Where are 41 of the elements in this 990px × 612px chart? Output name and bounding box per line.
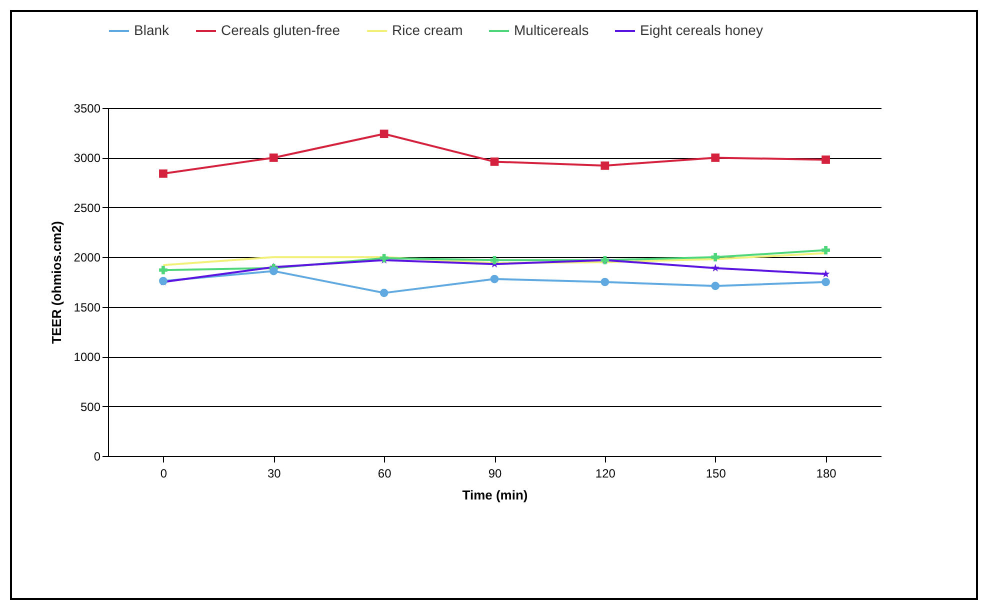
point <box>711 282 720 290</box>
y-axis-title: TEER (ohmios.cm2) <box>48 221 64 344</box>
legend-label: Blank <box>134 22 170 38</box>
legend-label: Multicereals <box>514 22 589 38</box>
point <box>490 256 499 264</box>
point <box>380 288 388 298</box>
point <box>600 278 610 286</box>
y-tick-label: 2000 <box>74 250 101 265</box>
point <box>822 246 830 254</box>
y-tick-label: 3500 <box>74 102 101 116</box>
x-tick-label: 180 <box>816 466 837 480</box>
x-tick-label: 0 <box>160 466 168 480</box>
x-tick-label: 120 <box>595 466 616 480</box>
legend-label: Eight cereals honey <box>640 22 763 38</box>
x-tick-label: 90 <box>488 466 502 480</box>
point <box>822 278 830 286</box>
x-tick-label: 60 <box>378 466 392 480</box>
x-tick-label: 30 <box>267 466 282 480</box>
x-axis-title: Time (min) <box>462 488 528 502</box>
point <box>711 154 720 162</box>
point <box>711 264 720 272</box>
y-tick-label: 1000 <box>74 350 101 364</box>
point <box>159 266 168 274</box>
y-tick-label: 500 <box>80 400 101 414</box>
point <box>490 158 499 166</box>
x-tick-label: 150 <box>706 466 726 480</box>
point <box>711 252 720 262</box>
point <box>822 156 830 164</box>
point <box>159 169 168 178</box>
point <box>822 270 830 278</box>
legend-label: Rice cream <box>392 22 463 38</box>
point <box>600 161 610 170</box>
point <box>269 266 278 276</box>
point <box>490 274 499 284</box>
point <box>269 154 278 162</box>
point <box>380 130 388 138</box>
legend-label: Cereals gluten-free <box>221 22 340 38</box>
y-tick-label: 0 <box>94 450 101 464</box>
y-tick-label: 1500 <box>74 300 101 314</box>
y-tick-label: 2500 <box>74 200 101 215</box>
y-tick-label: 3000 <box>74 151 101 166</box>
